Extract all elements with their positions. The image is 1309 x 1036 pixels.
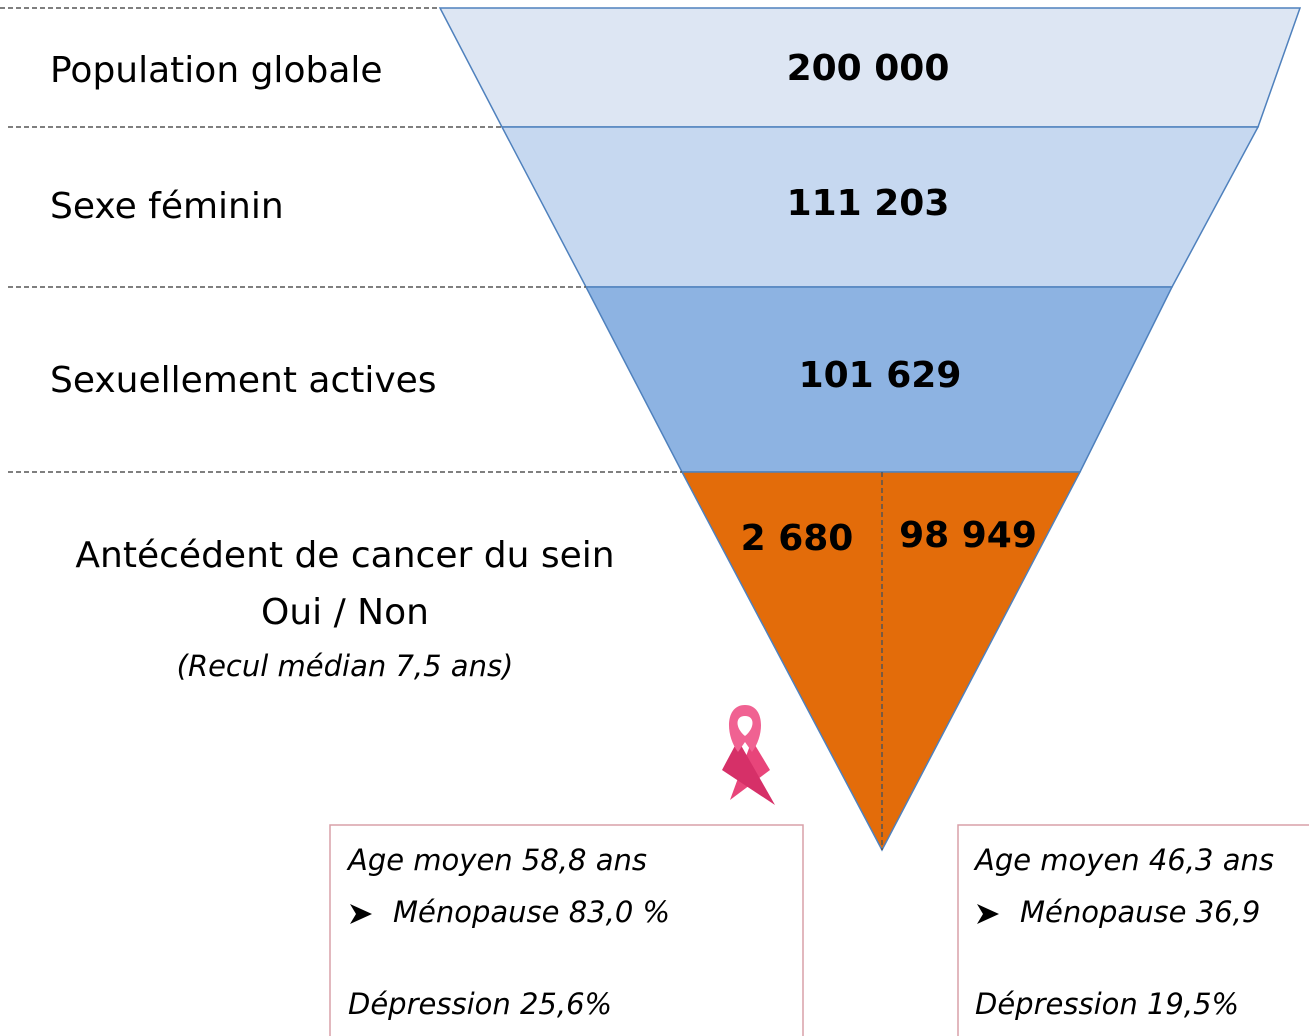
bullet [350, 904, 372, 924]
level-label: Population globale [50, 50, 383, 91]
split-no: 98 949 [899, 515, 1037, 556]
box-depression: Dépression 19,5% [975, 987, 1239, 1021]
split-label: Oui / Non [261, 592, 429, 633]
box-menopause: Ménopause 83,0 % [393, 895, 670, 929]
level-label: Sexuellement actives [50, 360, 437, 401]
split-yes: 2 680 [741, 518, 854, 559]
info-box [329, 824, 804, 1036]
level-label: Sexe féminin [50, 186, 284, 227]
box-menopause: Ménopause 36,9 [1020, 895, 1260, 929]
level-value: 101 629 [799, 355, 962, 396]
split-note: (Recul médian 7,5 ans) [177, 649, 514, 683]
split-label: Antécédent de cancer du sein [75, 535, 614, 576]
box-depression: Dépression 25,6% [348, 987, 612, 1021]
level-value: 111 203 [787, 183, 950, 224]
bullet [977, 904, 999, 924]
box-age: Age moyen 58,8 ans [346, 843, 647, 877]
box-age: Age moyen 46,3 ans [973, 843, 1274, 877]
info-box [957, 824, 1309, 1036]
level-split [680, 471, 1082, 852]
pink-ribbon [722, 705, 775, 805]
level-value: 200 000 [787, 48, 950, 89]
